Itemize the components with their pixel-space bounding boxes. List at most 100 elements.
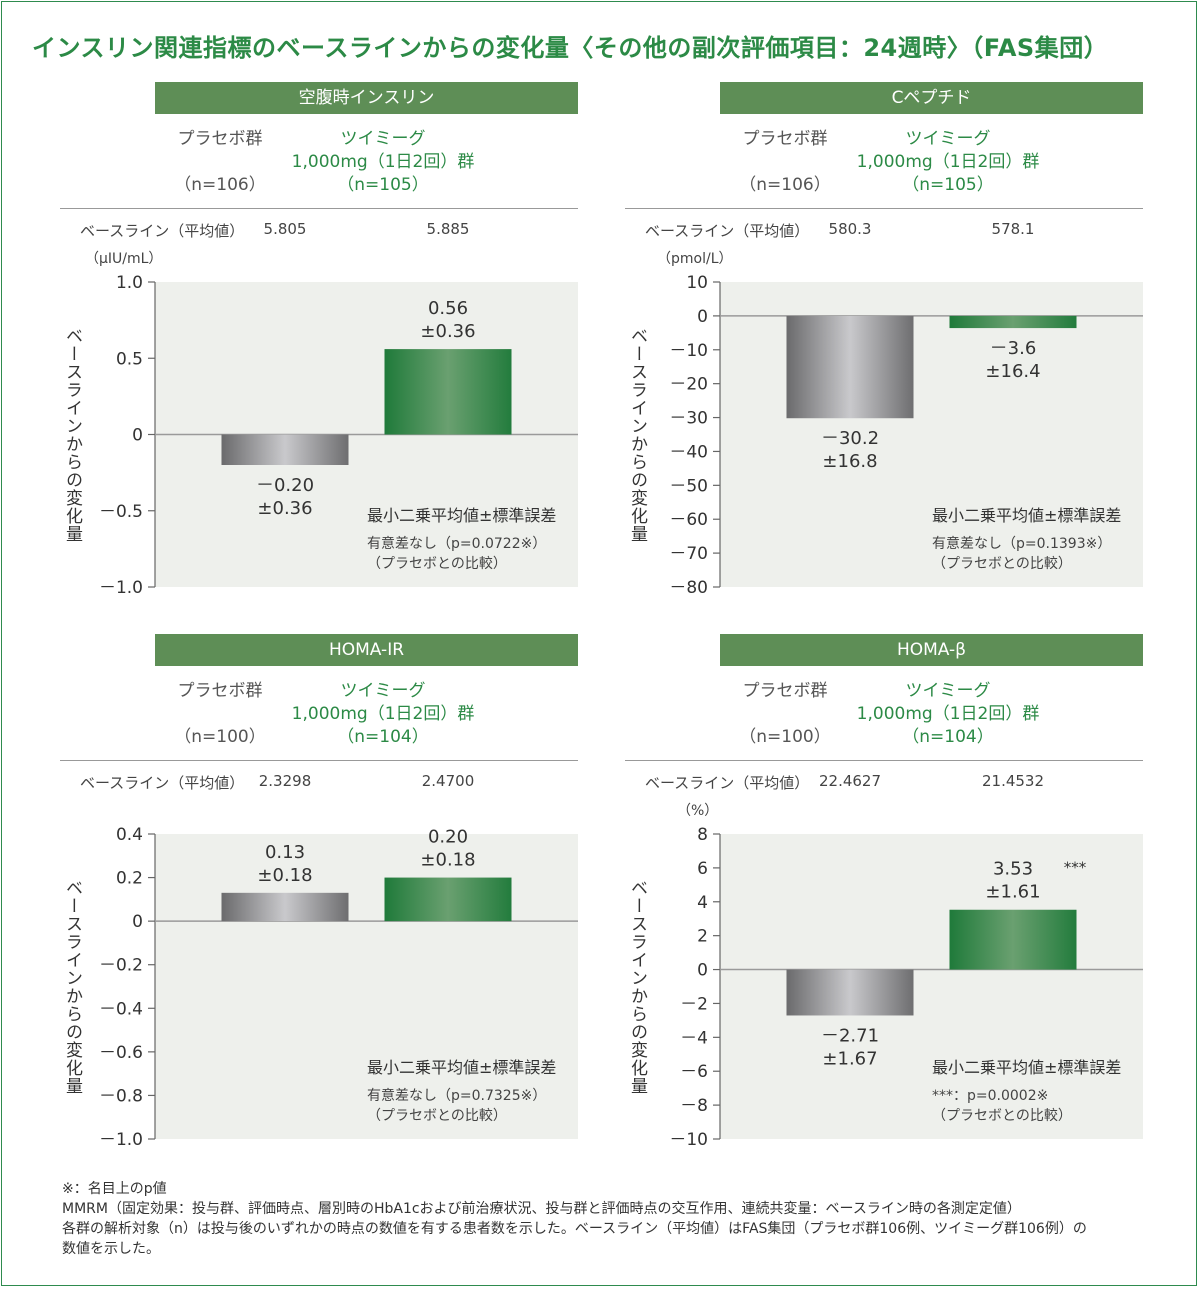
y-tick-label: －80 <box>669 578 708 598</box>
y-tick-label: －0.5 <box>99 502 143 522</box>
y-axis-label: ベースラインからの変化量 <box>627 327 647 543</box>
figure-title: インスリン関連指標のベースラインからの変化量〈その他の副次評価項目：24週時〉（… <box>32 34 1109 62</box>
separator-line <box>625 208 1143 209</box>
placebo-name: プラセボ群 <box>742 681 828 701</box>
baseline-placebo: 5.805 <box>263 220 307 238</box>
y-tick-label: －40 <box>669 442 708 462</box>
baseline-placebo: 580.3 <box>828 220 872 238</box>
placebo-n: （n=106） <box>739 175 831 195</box>
panel-homa-ir: HOMA-IR プラセボ群 （n=100） ツイミーグ 1,000mg（1日2回… <box>60 634 620 1154</box>
y-tick-label: 0 <box>697 961 708 981</box>
y-tick-label: －2 <box>680 994 708 1014</box>
placebo-group-label: プラセボ群 （n=100） <box>174 680 265 749</box>
bar-error-label: ±0.18 <box>257 865 312 886</box>
y-tick-label: 0.2 <box>116 869 143 889</box>
placebo-group-label: プラセボ群 （n=100） <box>739 680 830 749</box>
panel-homa-beta: HOMA-β プラセボ群 （n=100） ツイミーグ 1,000mg（1日2回）… <box>625 634 1185 1154</box>
drug-group-label: ツイミーグ 1,000mg（1日2回）群 （n=104） <box>292 680 475 749</box>
drug-n: （n=105） <box>337 175 429 195</box>
chart-svg: 10 0 －10 －20 －30 －40 －50 －60 －70 －80 －30.2±16.8 －3.… <box>669 273 1143 598</box>
drug-name: ツイミーグ <box>905 129 991 149</box>
significance-note: 有意差なし（p=0.7325※） （プラセボとの比較） <box>367 1086 546 1126</box>
panel-c-peptide: Cペプチド プラセボ群 （n=106） ツイミーグ 1,000mg（1日2回）群… <box>625 82 1185 602</box>
footnotes: ※：名目上のp値 MMRM（固定効果：投与群、評価時点、層別時のHbA1cおよび… <box>62 1179 1152 1259</box>
drug-dose: 1,000mg（1日2回）群 <box>291 704 475 724</box>
baseline-label: ベースライン（平均値） <box>80 222 245 240</box>
bar-drug <box>949 909 1077 970</box>
y-tick-label: －0.6 <box>99 1043 143 1063</box>
y-axis-label: ベースラインからの変化量 <box>62 327 82 543</box>
baseline-drug: 2.4700 <box>421 772 475 790</box>
lsmean-note: 最小二乗平均値±標準誤差 <box>367 506 557 525</box>
drug-dose: 1,000mg（1日2回）群 <box>291 152 475 172</box>
drug-n: （n=105） <box>902 175 994 195</box>
baseline-placebo: 2.3298 <box>258 772 312 790</box>
y-tick-label: －10 <box>669 1130 708 1150</box>
y-tick-label: 10 <box>686 273 708 293</box>
bar-error-label: ±1.67 <box>822 1048 877 1069</box>
chart-svg: 1.00.50－0.5－1.0－0.20±0.360.56±0.36 <box>99 273 578 598</box>
y-tick-label: －6 <box>680 1062 708 1082</box>
panel-header: 空腹時インスリン <box>155 82 578 114</box>
p-value: 有意差なし（p=0.7325※） <box>367 1088 547 1104</box>
drug-name: ツイミーグ <box>905 681 991 701</box>
bar-drug <box>384 877 512 922</box>
bar-error-label: ±0.36 <box>420 321 475 342</box>
bar-value-label: 3.53 <box>993 859 1033 880</box>
panel-header: HOMA-IR <box>155 634 578 666</box>
drug-group-label: ツイミーグ 1,000mg（1日2回）群 （n=105） <box>857 128 1040 197</box>
y-tick-label: －50 <box>669 476 708 496</box>
bar-placebo <box>786 315 914 419</box>
placebo-name: プラセボ群 <box>742 129 828 149</box>
y-tick-label: －0.2 <box>99 956 143 976</box>
placebo-n: （n=100） <box>739 727 831 747</box>
drug-n: （n=104） <box>902 727 994 747</box>
separator-line <box>60 208 578 209</box>
bar-value-label: 0.20 <box>428 827 468 848</box>
baseline-label: ベースライン（平均値） <box>80 774 245 792</box>
placebo-name: プラセボ群 <box>177 129 263 149</box>
comparison-note: （プラセボとの比較） <box>932 556 1072 572</box>
bar-placebo <box>786 969 914 1016</box>
baseline-label: ベースライン（平均値） <box>645 774 810 792</box>
comparison-note: （プラセボとの比較） <box>367 1108 507 1124</box>
y-tick-label: 0 <box>132 426 143 446</box>
p-value: 有意差なし（p=0.1393※） <box>932 536 1112 552</box>
y-tick-label: －0.8 <box>99 1086 143 1106</box>
y-tick-label: 8 <box>697 825 708 845</box>
bar-value-label: －3.6 <box>990 338 1037 359</box>
placebo-group-label: プラセボ群 （n=106） <box>174 128 265 197</box>
y-tick-label: 4 <box>697 893 708 913</box>
lsmean-note: 最小二乗平均値±標準誤差 <box>367 1058 557 1077</box>
y-axis-label: ベースラインからの変化量 <box>62 879 82 1095</box>
y-tick-label: －0.4 <box>99 999 143 1019</box>
bar-value-label: －2.71 <box>821 1025 879 1046</box>
drug-group-label: ツイミーグ 1,000mg（1日2回）群 （n=105） <box>292 128 475 197</box>
drug-name: ツイミーグ <box>340 129 426 149</box>
y-tick-label: 2 <box>697 927 708 947</box>
footnote-mmrm: MMRM（固定効果：投与群、評価時点、層別時のHbA1cおよび前治療状況、投与群… <box>62 1201 1021 1217</box>
placebo-n: （n=106） <box>174 175 266 195</box>
bar-value-label: －0.20 <box>256 475 314 496</box>
y-tick-label: 0 <box>697 307 708 327</box>
separator-line <box>625 760 1143 761</box>
drug-n: （n=104） <box>337 727 429 747</box>
y-tick-label: 6 <box>697 859 708 879</box>
bar-value-label: －30.2 <box>821 428 879 449</box>
bar-error-label: ±16.8 <box>822 451 877 472</box>
y-tick-label: －10 <box>669 341 708 361</box>
footnote-analysis-set-cont: 数値を示した。 <box>62 1241 160 1257</box>
separator-line <box>60 760 578 761</box>
baseline-label: ベースライン（平均値） <box>645 222 810 240</box>
baseline-drug: 578.1 <box>991 220 1035 238</box>
bar-error-label: ±16.4 <box>985 361 1040 382</box>
p-value: 有意差なし（p=0.0722※） <box>367 536 547 552</box>
drug-name: ツイミーグ <box>340 681 426 701</box>
bar-drug <box>949 315 1077 329</box>
placebo-name: プラセボ群 <box>177 681 263 701</box>
unit-label: （%） <box>677 803 719 819</box>
comparison-note: （プラセボとの比較） <box>932 1108 1072 1124</box>
chart-svg: 0.40.20－0.2－0.4－0.6－0.8－1.00.13±0.180.20… <box>99 825 578 1150</box>
drug-dose: 1,000mg（1日2回）群 <box>856 704 1040 724</box>
